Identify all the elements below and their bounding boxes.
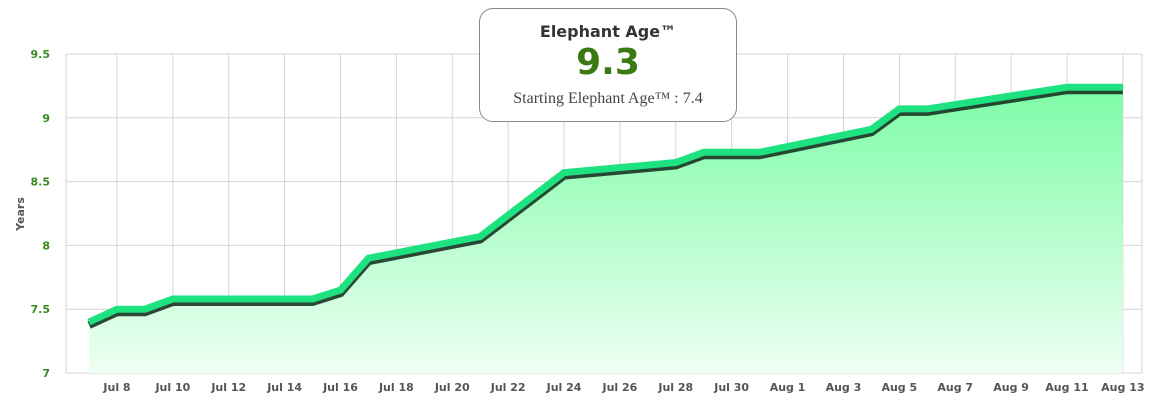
x-tick-label: Jul 18 [378,381,414,394]
y-tick-label: 9.5 [31,48,51,61]
x-tick-label: Jul 28 [657,381,693,394]
x-tick-label: Aug 1 [770,381,806,394]
y-axis-label: Years [14,197,27,232]
x-tick-label: Aug 11 [1045,381,1088,394]
data-point [898,108,900,110]
x-tick-label: Jul 12 [210,381,246,394]
y-tick-label: 8 [42,239,50,252]
y-tick-label: 7.5 [31,303,51,316]
x-tick-label: Jul 14 [266,381,302,394]
y-axis: 7 7.5 8 8.5 9 9.5 [31,48,51,380]
data-point [116,308,118,310]
y-tick-label: 9 [42,112,50,125]
x-tick-label: Aug 3 [826,381,862,394]
x-tick-label: Jul 16 [322,381,358,394]
x-tick-label: Jul 10 [154,381,190,394]
area-layer [87,83,1124,373]
x-tick-label: Jul 22 [490,381,526,394]
x-tick-label: Jul 24 [546,381,582,394]
data-point [312,298,314,300]
x-tick-label: Aug 13 [1101,381,1144,394]
data-point [703,151,705,153]
series-area [89,87,1123,373]
x-tick-label: Jul 30 [713,381,749,394]
x-tick-label: Aug 9 [993,381,1029,394]
data-point [368,257,369,259]
x-tick-label: Jul 8 [102,381,130,394]
data-point [340,289,341,291]
x-tick-label: Jul 26 [601,381,637,394]
starting-age-text: Starting Elephant Age™ : 7.4 [513,90,703,107]
data-point [144,308,146,310]
summary-value: 9.3 [576,42,640,83]
data-point [759,151,761,153]
data-point [563,172,565,174]
x-axis: Jul 8 Jul 10 Jul 12 Jul 14 Jul 16 Jul 18 Jul 2… [102,381,1144,394]
data-point [88,321,90,323]
data-point [1066,86,1068,88]
y-tick-label: 8.5 [31,176,51,189]
data-point [870,128,872,130]
data-point [1122,86,1124,88]
y-tick-label: 7 [42,367,50,380]
summary-title: Elephant Age™ [539,22,677,41]
data-point [926,108,928,110]
x-tick-label: Aug 5 [881,381,917,394]
elephant-age-summary: Elephant Age™ 9.3 Starting Elephant Age™… [479,8,737,122]
x-tick-label: Jul 20 [434,381,470,394]
x-tick-label: Aug 7 [937,381,973,394]
data-point [172,298,174,300]
data-point [675,162,677,163]
data-point [479,236,481,237]
